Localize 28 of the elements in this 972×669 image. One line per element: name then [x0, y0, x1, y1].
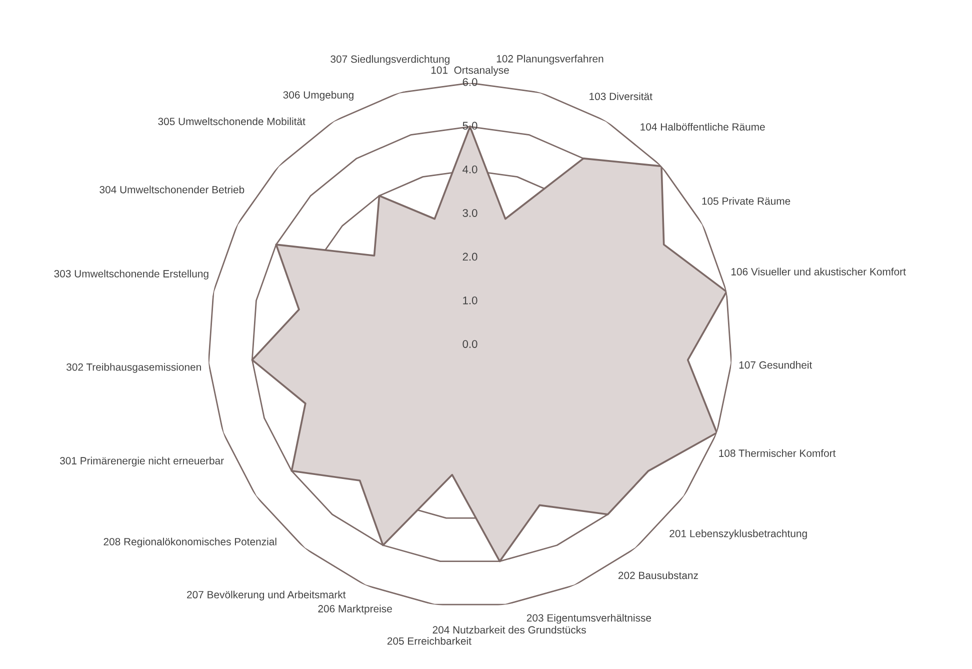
spoke-label: 304 Umweltschonender Betrieb: [100, 186, 244, 194]
spoke-label: 206 Marktpreise: [318, 604, 392, 614]
spoke-label: 202 Bausubstanz: [618, 571, 698, 580]
spoke-label: 207 Bevölkerung und Arbeitsmarkt: [187, 590, 346, 600]
y-tick-label: 0.0: [462, 340, 478, 348]
spoke-label: 303 Umweltschonende Erstellung: [54, 270, 208, 280]
spoke-label: 102 Planungsverfahren: [496, 54, 604, 64]
spoke-label: 205 Erreichbarkeit: [387, 637, 472, 645]
spoke-label: 104 Halböffentliche Räume: [640, 122, 765, 131]
spoke-label: 108 Thermischer Komfort: [719, 449, 836, 457]
spoke-label: 103 Diversität: [590, 92, 652, 100]
y-tick-label: 4.0: [462, 165, 478, 174]
spoke-label: 203 Eigentumsverhältnisse: [526, 614, 652, 624]
spoke-label: 105 Private Räume: [702, 197, 790, 205]
spoke-label: 201 Lebenszyklusbetrachtung: [670, 530, 807, 540]
y-tick-label: 1.0: [463, 296, 478, 304]
spoke-label: 307 Siedlungsverdichtung: [330, 55, 450, 65]
spoke-label: 302 Treibhausgasemissionen: [66, 363, 201, 373]
y-tick-label: 2.0: [462, 252, 478, 261]
spoke-label: 305 Umweltschonende Mobilität: [158, 117, 306, 126]
spoke-label: 306 Umgebung: [283, 90, 354, 101]
spoke-label: 106 Visueller und akustischer Komfort: [731, 268, 906, 276]
y-tick-label: 3.0: [462, 209, 478, 217]
spoke-label: 208 Regionalökonomisches Potenzial: [104, 538, 276, 548]
spoke-label: 204 Nutzbarkeit des Grundstücks: [432, 626, 586, 634]
spoke-label: 107 Gesundheit: [739, 361, 812, 369]
spoke-label: 101 Ortsanalyse: [431, 66, 509, 76]
spoke-label: 301 Primärenergie nicht erneuerbar: [60, 456, 224, 466]
